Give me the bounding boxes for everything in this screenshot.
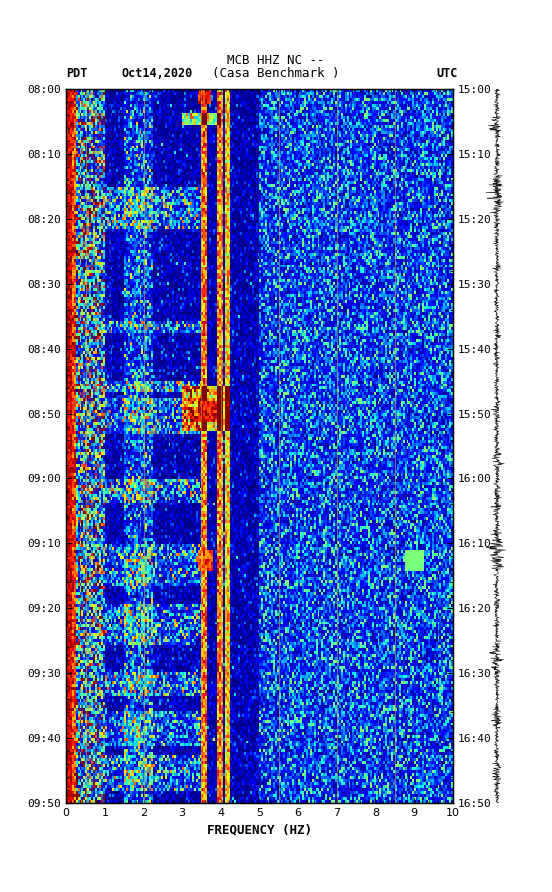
Text: MCB HHZ NC --: MCB HHZ NC --	[227, 54, 325, 67]
Text: UTC: UTC	[437, 67, 458, 80]
Text: USGS: USGS	[19, 21, 58, 33]
X-axis label: FREQUENCY (HZ): FREQUENCY (HZ)	[207, 823, 312, 836]
Text: (Casa Benchmark ): (Casa Benchmark )	[213, 67, 339, 80]
Text: Oct14,2020: Oct14,2020	[121, 67, 193, 80]
Text: PDT: PDT	[66, 67, 88, 80]
